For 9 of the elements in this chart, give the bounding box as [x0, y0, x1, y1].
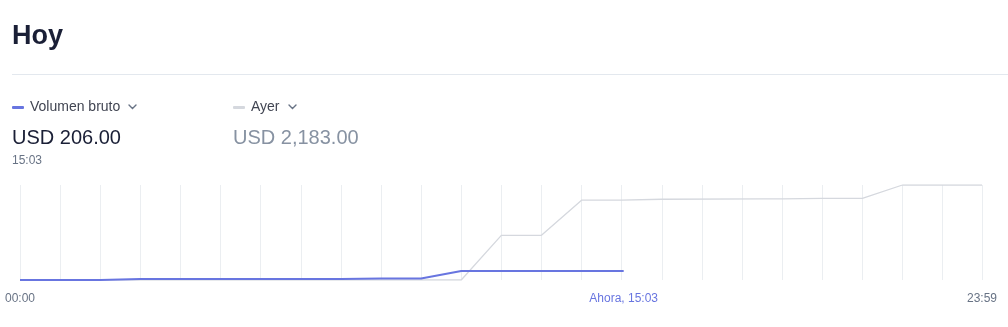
- x-tick-label: 00:00: [4, 291, 36, 305]
- text: 15:03: [12, 153, 44, 167]
- legend-label: Ayer: [250, 98, 281, 116]
- text: USD 206.00: [12, 126, 122, 149]
- chart-title: Hoy: [12, 20, 64, 51]
- text: USD 2,183.00: [233, 126, 359, 149]
- text: Ahora, 15:03: [589, 291, 659, 305]
- x-tick-label: 23:59: [966, 291, 998, 305]
- legend-label: Volumen bruto: [29, 98, 122, 116]
